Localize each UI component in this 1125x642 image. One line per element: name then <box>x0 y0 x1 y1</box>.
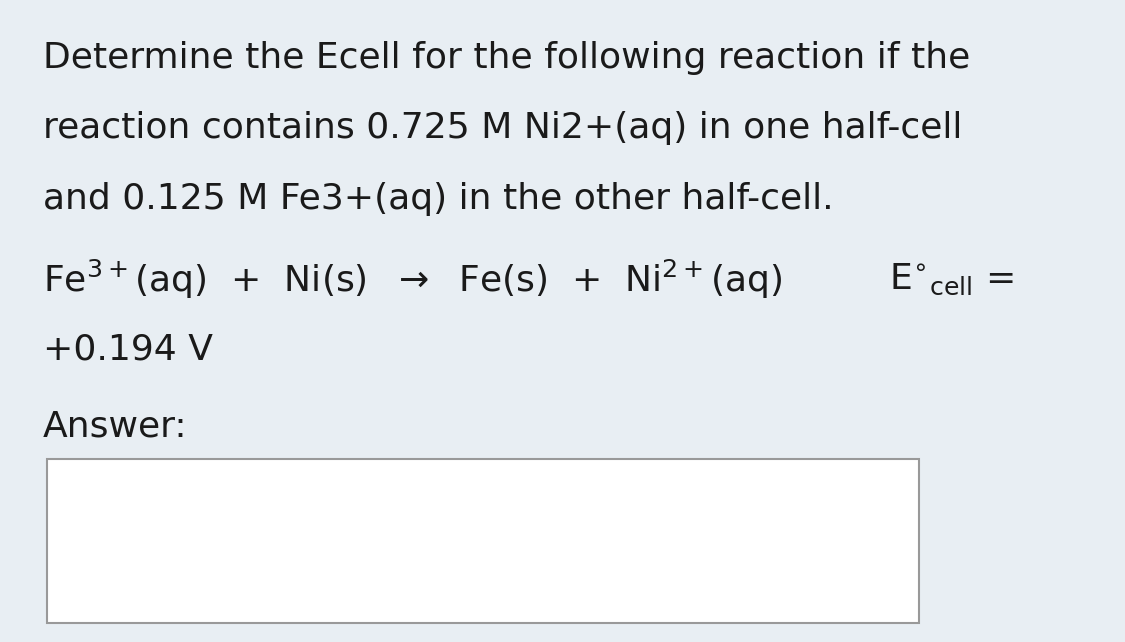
Text: Fe$^{3+}$(aq)  +  Ni(s)  $\rightarrow$  Fe(s)  +  Ni$^{2+}$(aq): Fe$^{3+}$(aq) + Ni(s) $\rightarrow$ Fe(s… <box>43 257 782 301</box>
FancyBboxPatch shape <box>47 459 919 623</box>
Text: E$^{\circ}$$_{\rm cell}$ =: E$^{\circ}$$_{\rm cell}$ = <box>889 262 1014 297</box>
Text: reaction contains 0.725 M Ni2+(aq) in one half-cell: reaction contains 0.725 M Ni2+(aq) in on… <box>43 112 962 145</box>
Text: and 0.125 M Fe3+(aq) in the other half-cell.: and 0.125 M Fe3+(aq) in the other half-c… <box>43 182 834 216</box>
Text: +0.194 V: +0.194 V <box>43 333 213 367</box>
Text: Determine the Ecell for the following reaction if the: Determine the Ecell for the following re… <box>43 41 970 74</box>
Text: Answer:: Answer: <box>43 410 188 444</box>
